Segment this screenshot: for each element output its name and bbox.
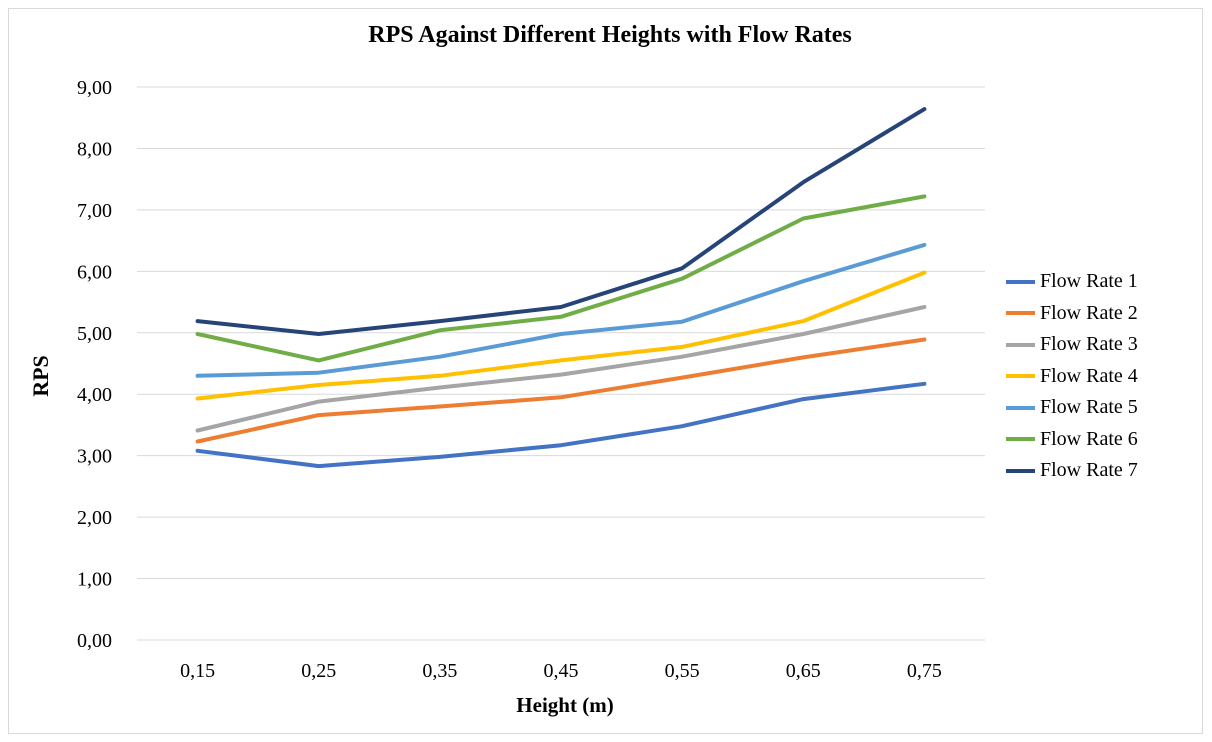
legend-label: Flow Rate 3 xyxy=(1040,333,1138,356)
x-tick-label: 0,15 xyxy=(180,660,215,682)
y-tick-label: 7,00 xyxy=(77,200,112,222)
x-tick-label: 0,35 xyxy=(422,660,457,682)
series-line-flow-rate-3 xyxy=(195,305,927,433)
y-tick-label: 1,00 xyxy=(77,569,112,591)
x-axis-label: Height (m) xyxy=(516,693,614,717)
legend-swatch xyxy=(1006,311,1035,316)
y-tick-label: 8,00 xyxy=(77,138,112,160)
y-tick-label: 6,00 xyxy=(77,261,112,283)
x-tick-label: 0,45 xyxy=(544,660,579,682)
legend-swatch xyxy=(1006,437,1035,442)
legend-item: Flow Rate 7 xyxy=(1006,455,1138,487)
legend-swatch xyxy=(1006,405,1035,410)
series-lines xyxy=(195,107,927,469)
legend-item: Flow Rate 5 xyxy=(1006,392,1138,424)
legend: Flow Rate 1 Flow Rate 2 Flow Rate 3 Flow Ra… xyxy=(1006,266,1138,487)
y-tick-label: 3,00 xyxy=(77,446,112,468)
x-tick-label: 0,75 xyxy=(907,660,942,682)
series-line-flow-rate-5 xyxy=(195,242,927,378)
legend-label: Flow Rate 1 xyxy=(1040,270,1138,293)
legend-swatch xyxy=(1006,279,1035,284)
legend-item: Flow Rate 4 xyxy=(1006,361,1138,393)
series-line-flow-rate-2 xyxy=(195,337,927,444)
legend-label: Flow Rate 4 xyxy=(1040,364,1138,387)
legend-label: Flow Rate 7 xyxy=(1040,459,1138,482)
legend-label: Flow Rate 6 xyxy=(1040,427,1138,450)
gridlines xyxy=(137,86,985,641)
legend-item: Flow Rate 3 xyxy=(1006,329,1138,361)
y-tick-label: 2,00 xyxy=(77,507,112,529)
legend-swatch xyxy=(1006,374,1035,379)
legend-label: Flow Rate 2 xyxy=(1040,301,1138,324)
x-tick-label: 0,55 xyxy=(665,660,700,682)
y-tick-labels: 0,00 1,00 2,00 3,00 4,00 5,00 6,00 7,00 8,00 9,00 xyxy=(77,77,112,652)
series-line-flow-rate-4 xyxy=(195,270,927,401)
y-tick-label: 5,00 xyxy=(77,323,112,345)
legend-label: Flow Rate 5 xyxy=(1040,396,1138,419)
legend-item: Flow Rate 2 xyxy=(1006,298,1138,330)
y-tick-label: 9,00 xyxy=(77,77,112,99)
y-tick-label: 0,00 xyxy=(77,630,112,652)
series-line-flow-rate-7 xyxy=(195,107,927,336)
x-tick-labels: 0,15 0,25 0,35 0,45 0,55 0,65 0,75 xyxy=(180,660,942,682)
legend-swatch xyxy=(1006,342,1035,347)
y-tick-label: 4,00 xyxy=(77,384,112,406)
legend-item: Flow Rate 6 xyxy=(1006,424,1138,456)
legend-swatch xyxy=(1006,468,1035,473)
x-tick-label: 0,25 xyxy=(301,660,336,682)
chart-area xyxy=(8,8,1203,734)
x-tick-label: 0,65 xyxy=(786,660,821,682)
series-line-flow-rate-6 xyxy=(195,194,927,363)
chart-title: RPS Against Different Heights with Flow … xyxy=(368,22,852,48)
legend-item: Flow Rate 1 xyxy=(1006,266,1138,298)
series-line-flow-rate-1 xyxy=(195,381,927,469)
